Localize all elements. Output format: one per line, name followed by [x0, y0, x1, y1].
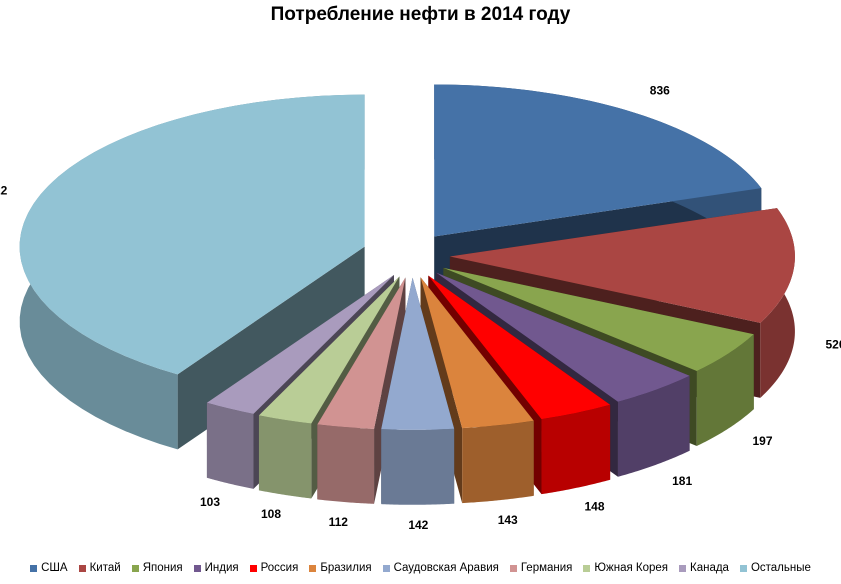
slice-rim [696, 334, 754, 447]
slice-rim [381, 428, 455, 505]
slice-top [258, 276, 400, 424]
legend-item: Бразилия [309, 562, 372, 574]
legend-swatch [30, 564, 38, 572]
data-label: 836 [650, 83, 670, 97]
legend-label: Индия [204, 562, 239, 574]
data-label: 197 [753, 434, 773, 448]
legend-item: Южная Корея [583, 562, 668, 574]
slice-rim [541, 404, 611, 495]
legend-label: Япония [142, 562, 183, 574]
legend-label: Китай [89, 562, 121, 574]
legend-swatch [193, 564, 201, 572]
slice-rim [462, 420, 534, 504]
legend-swatch [78, 564, 86, 572]
legend-item: Россия [249, 562, 299, 574]
legend-swatch [583, 564, 591, 572]
slice-rim [258, 415, 312, 499]
slice-7 [381, 277, 455, 505]
legend-item: Канада [679, 562, 729, 574]
slice-top [436, 272, 690, 402]
data-label: 520 [826, 337, 841, 351]
legend-swatch [131, 564, 139, 572]
data-label: 142 [408, 518, 428, 532]
slice-rim [617, 375, 690, 477]
slice-top [420, 277, 534, 429]
data-label: 108 [261, 507, 281, 521]
slice-rim [317, 424, 375, 504]
legend-item: США [30, 562, 68, 574]
legend-swatch [739, 564, 747, 572]
legend-swatch [309, 564, 317, 572]
legend-item: Япония [131, 562, 183, 574]
slice-top [381, 277, 455, 430]
legend-item: Германия [509, 562, 573, 574]
legend-swatch [679, 564, 686, 572]
legend: США Китай Япония Индия Россия Бразилия Саудовс… [0, 562, 841, 574]
legend-swatch [382, 564, 390, 572]
data-label: 1722 [0, 184, 8, 198]
slice-top [443, 267, 754, 372]
slice-rim [206, 402, 254, 489]
legend-label: Саудовская Аравия [393, 562, 499, 574]
data-label: 143 [498, 513, 518, 527]
legend-item: Остальные [739, 562, 811, 574]
slice-top [428, 275, 611, 420]
slice-top [434, 84, 762, 237]
data-label: 112 [329, 515, 349, 529]
legend-label: Бразилия [320, 562, 372, 574]
legend-label: Южная Корея [594, 562, 668, 574]
data-label: 181 [672, 474, 692, 488]
legend-label: Канада [690, 562, 729, 574]
legend-item: Саудовская Аравия [382, 562, 499, 574]
slice-top [449, 208, 795, 323]
legend-item: Китай [78, 562, 121, 574]
legend-swatch [249, 564, 257, 572]
chart-title: Потребление нефти в 2014 году [270, 4, 571, 25]
legend-label: Остальные [750, 562, 811, 574]
legend-swatch [509, 564, 517, 572]
slice-top [19, 94, 365, 375]
legend-label: США [41, 562, 68, 574]
data-label: 103 [200, 495, 220, 509]
legend-label: Германия [520, 562, 573, 574]
legend-item: Индия [193, 562, 239, 574]
data-label: 148 [584, 499, 604, 513]
slice-top [317, 277, 406, 429]
slice-top [206, 275, 394, 414]
legend-label: Россия [260, 562, 299, 574]
